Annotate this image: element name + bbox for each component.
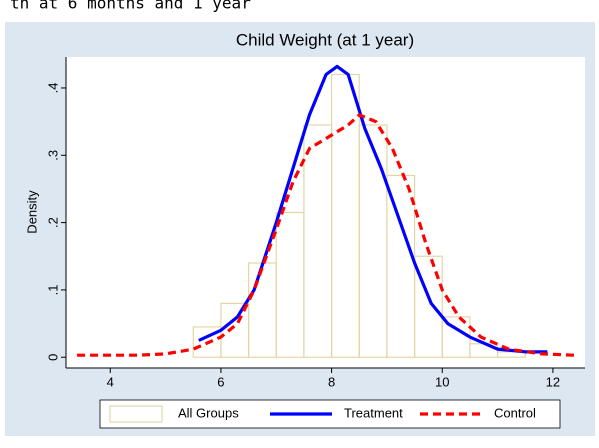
y-axis-title: Density (24, 190, 39, 234)
x-tick-label: 4 (107, 374, 114, 389)
y-tick-label: .1 (45, 284, 60, 295)
density-line (77, 113, 576, 357)
legend-swatch (109, 405, 163, 423)
density-line (198, 64, 548, 354)
chart-title: Child Weight (at 1 year) (236, 30, 414, 49)
y-tick-label: .2 (45, 217, 60, 228)
y-tick-label: 0 (45, 354, 60, 361)
plot-area (66, 57, 585, 368)
legend-label: Control (494, 405, 536, 420)
x-tick-label: 10 (435, 374, 449, 389)
legend-label: Treatment (344, 405, 403, 420)
y-tick-label: .4 (45, 83, 60, 94)
x-tick-label: 12 (546, 374, 560, 389)
header-fragment: th at 6 months and 1 year (10, 0, 251, 13)
x-tick-label: 8 (328, 374, 335, 389)
y-tick-label: .3 (45, 150, 60, 161)
legend-label: All Groups (178, 405, 239, 420)
histogram-bar (413, 255, 443, 358)
x-tick-label: 6 (217, 374, 224, 389)
